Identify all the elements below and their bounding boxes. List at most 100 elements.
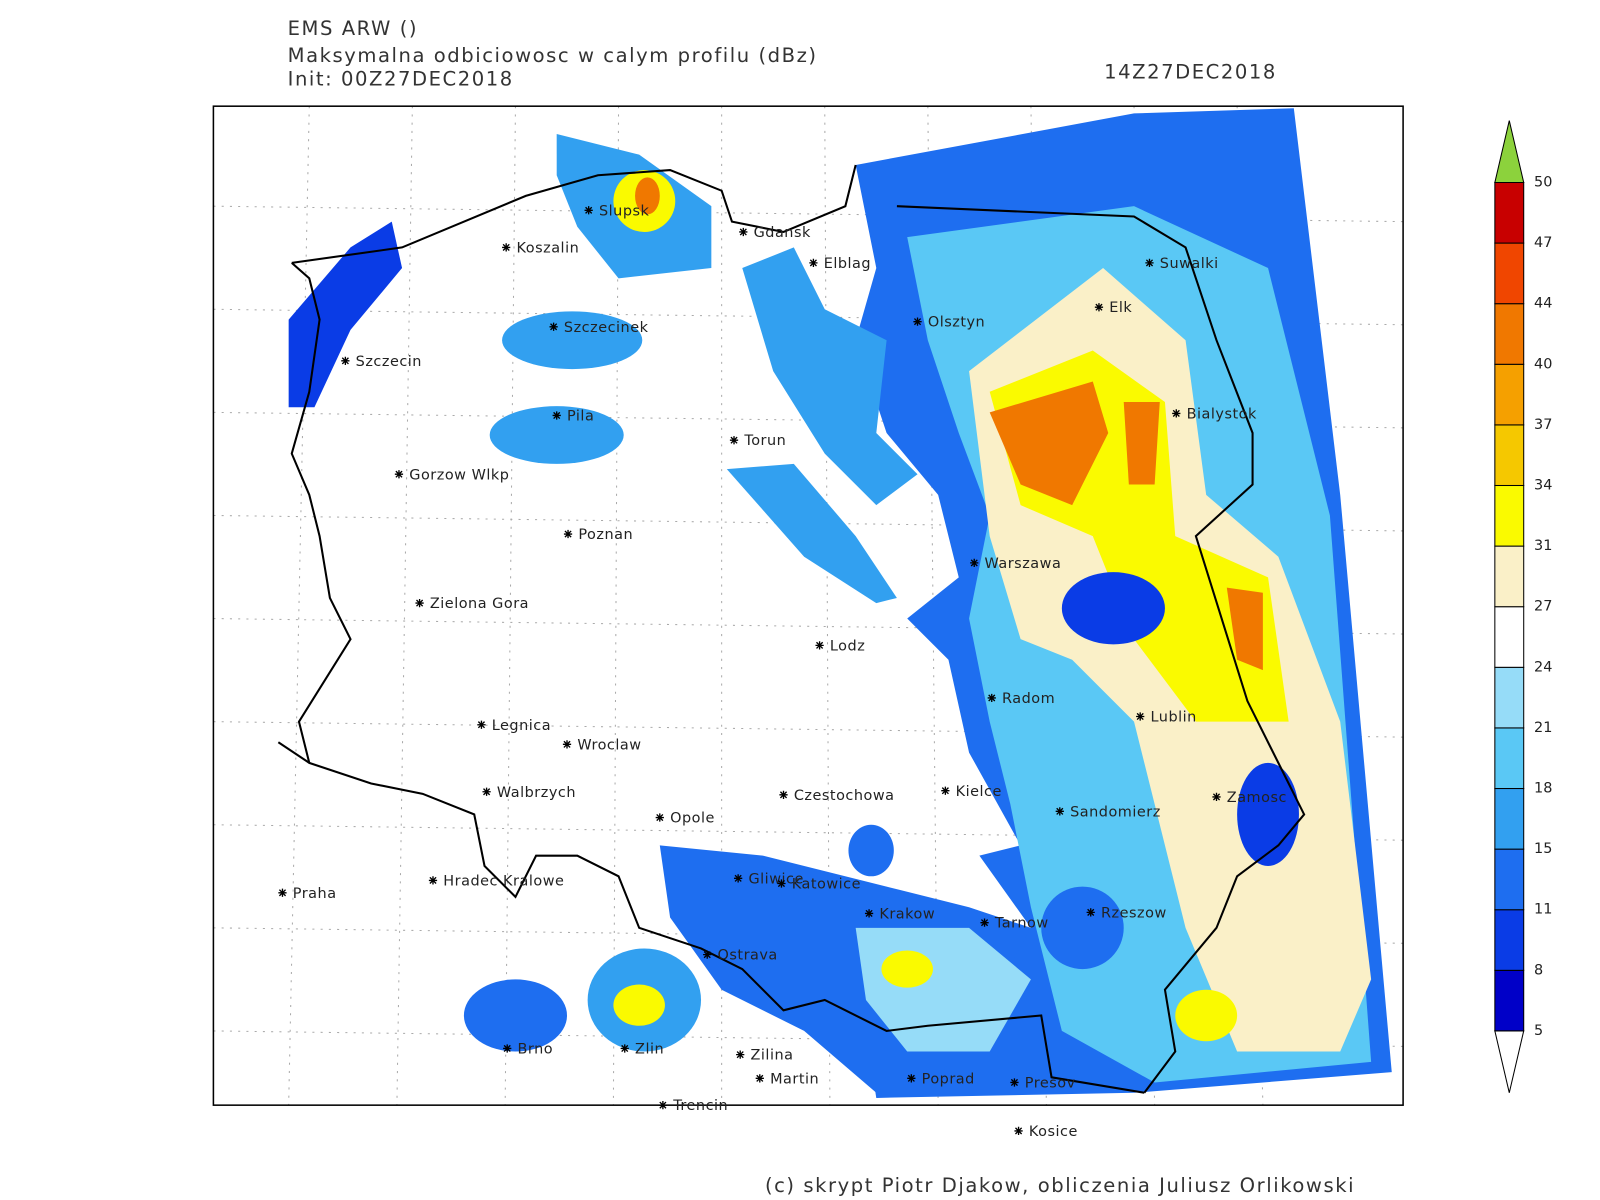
colorbar-band <box>1494 909 1525 971</box>
city-label: Legnica <box>492 718 551 734</box>
city-marker <box>278 888 287 897</box>
city-label: Hradec Kralowe <box>443 873 564 889</box>
colorbar-tick-label: 47 <box>1534 235 1552 251</box>
colorbar-tick-label: 40 <box>1534 356 1552 372</box>
city-marker <box>552 411 561 420</box>
colorbar-tick-label: 50 <box>1534 174 1552 190</box>
city-marker <box>584 206 593 215</box>
colorbar-band <box>1494 969 1525 1032</box>
city-label: Walbrzych <box>497 785 576 801</box>
colorbar-band <box>1494 666 1525 729</box>
city-marker <box>658 1101 668 1110</box>
colorbar-band <box>1494 848 1525 911</box>
city-label: Gliwice <box>748 871 803 887</box>
colorbar-tick-label: 27 <box>1534 599 1552 615</box>
city-label: Kielce <box>956 784 1002 800</box>
colorbar-band <box>1494 787 1525 850</box>
colorbar-tick-label: 24 <box>1534 659 1552 675</box>
city-marker <box>655 813 664 822</box>
colorbar-band <box>1494 727 1525 790</box>
city-label: Szczecinek <box>564 320 649 336</box>
city-marker <box>703 950 712 959</box>
city-marker <box>907 1074 916 1083</box>
city-marker <box>502 243 511 252</box>
map-frame <box>212 105 1404 1106</box>
colorbar-tick-label: 8 <box>1534 962 1543 978</box>
city-marker <box>562 740 572 749</box>
city-marker <box>549 322 558 331</box>
city-marker <box>729 436 739 445</box>
city-label: Sandomierz <box>1070 804 1161 820</box>
city-label: Olsztyn <box>928 315 985 331</box>
borders <box>277 164 1306 1094</box>
city-label: Suwalki <box>1160 256 1219 272</box>
valid-time: 14Z27DEC2018 <box>1104 60 1277 83</box>
city-marker <box>477 720 486 729</box>
colorbar-band <box>1494 303 1525 365</box>
colorbar-tick-label: 18 <box>1534 781 1552 797</box>
city-marker <box>1094 303 1104 312</box>
city-label: Elblag <box>824 256 871 272</box>
city-label: Lodz <box>830 638 865 654</box>
map-area <box>212 105 1404 1106</box>
init-time: Init: 00Z27DEC2018 <box>288 68 514 91</box>
city-marker <box>415 598 424 608</box>
city-marker <box>1145 258 1154 268</box>
city-label: Gorzow Wlkp <box>409 467 509 483</box>
city-marker <box>987 693 996 703</box>
colorbar-tick-label: 44 <box>1534 296 1552 312</box>
city-marker <box>1172 409 1181 418</box>
city-label: Zielona Gora <box>430 596 529 612</box>
colorbar-above <box>1494 120 1525 183</box>
model-title: EMS ARW () <box>288 17 418 40</box>
city-marker <box>779 790 788 799</box>
city-marker <box>941 786 950 795</box>
city-label: Lublin <box>1151 710 1197 726</box>
city-marker <box>739 227 748 237</box>
colorbar-band <box>1494 242 1525 305</box>
city-marker <box>809 258 818 268</box>
colorbar-band <box>1494 484 1525 547</box>
city-label: Trencin <box>672 1098 728 1114</box>
city-marker <box>980 918 989 927</box>
city-marker <box>394 470 404 479</box>
colorbar: 5 8 11 15 18 21 24 27 31 34 37 40 44 47 50 <box>1494 120 1552 1093</box>
city-marker <box>777 879 786 888</box>
city-label: Krakow <box>879 906 935 922</box>
field-title: Maksymalna odbiciowosc w calym profilu (… <box>288 44 818 67</box>
city-marker <box>563 529 573 539</box>
city-marker <box>1136 712 1145 721</box>
city-label: Zilina <box>751 1048 794 1064</box>
colorbar-below <box>1494 1030 1525 1093</box>
city-marker <box>734 874 743 883</box>
city-label: Katowice <box>792 877 861 893</box>
colorbar-tick-label: 11 <box>1534 902 1552 918</box>
city-label: Gdansk <box>754 225 811 241</box>
city-marker <box>503 1044 512 1053</box>
colorbar-tick-label: 37 <box>1534 417 1552 433</box>
city-marker <box>1010 1078 1019 1087</box>
city-label: Rzeszow <box>1101 905 1167 921</box>
city-marker <box>341 356 350 365</box>
colorbar-band <box>1494 181 1525 244</box>
city-label: Bialystok <box>1187 406 1257 422</box>
city-marker <box>1014 1126 1023 1136</box>
city-label: Poprad <box>922 1071 975 1087</box>
city-marker <box>970 558 979 568</box>
colorbar-band <box>1494 424 1525 487</box>
city-label: Martin <box>770 1071 819 1087</box>
city-label: Poznan <box>578 527 633 543</box>
city-label: Koszalin <box>516 240 579 256</box>
city-marker <box>864 909 874 918</box>
city-marker <box>428 876 438 885</box>
city-label: Presov <box>1025 1076 1076 1092</box>
colorbar-band <box>1494 363 1525 426</box>
city-marker <box>755 1074 764 1083</box>
city-marker <box>1055 807 1064 816</box>
colorbar-tick-label: 5 <box>1534 1023 1543 1039</box>
city-label: Zamosc <box>1227 790 1287 806</box>
city-label: Ostrava <box>718 948 778 964</box>
city-label: Pila <box>567 408 594 424</box>
